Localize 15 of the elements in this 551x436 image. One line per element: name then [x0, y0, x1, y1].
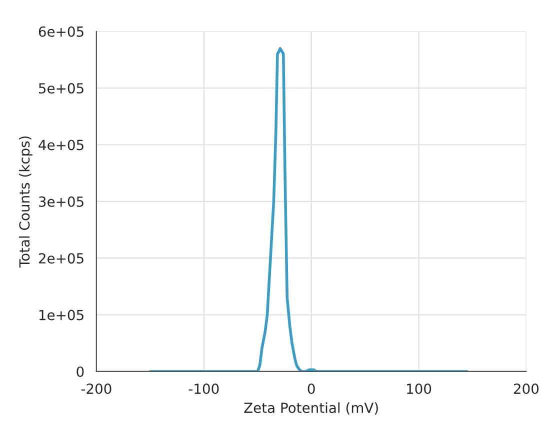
- y-tick-label: 6e+05: [38, 26, 84, 37]
- y-tick-label: 4e+05: [38, 140, 84, 150]
- x-tick-label: 200: [514, 384, 539, 394]
- x-tick-label: -200: [81, 384, 112, 394]
- y-tick-label: 5e+05: [38, 83, 84, 94]
- y-tick-label: 3e+05: [38, 196, 84, 207]
- x-tick-label: 100: [407, 384, 432, 394]
- line-series: [148, 47, 468, 372]
- y-tick-label: 0: [76, 366, 84, 377]
- x-tick-label: 0: [308, 384, 315, 394]
- y-tick-label: 2e+05: [38, 253, 84, 264]
- x-tick-label: -100: [188, 384, 219, 394]
- y-tick-label: 1e+05: [39, 310, 84, 320]
- x-axis-title: Zeta Potential (mV): [244, 402, 378, 415]
- y-axis-title: Total Counts (kcps): [18, 136, 32, 268]
